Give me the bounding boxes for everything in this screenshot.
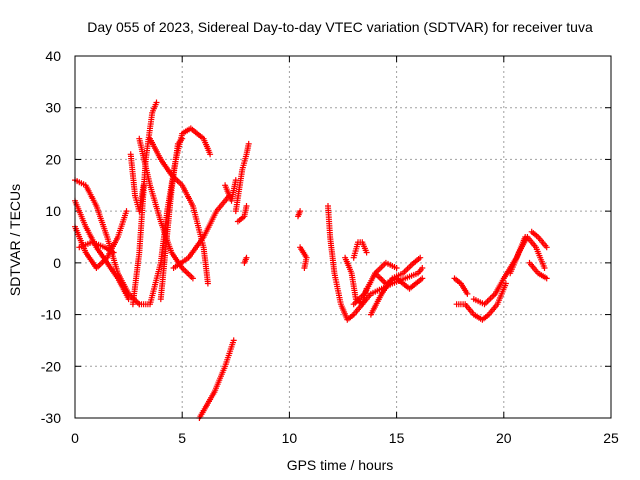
data-point-markers: [72, 197, 132, 303]
y-tick-label: 20: [45, 151, 61, 167]
data-point-markers: [528, 228, 550, 251]
data-point-markers: [222, 177, 239, 204]
data-point-markers: [453, 280, 509, 323]
series-arc-11: [170, 192, 233, 271]
plot-frame: [74, 55, 612, 419]
x-tick-label: 25: [603, 430, 619, 446]
y-tick-label: 30: [45, 100, 61, 116]
data-point-markers: [232, 140, 252, 215]
x-tick-label: 5: [178, 430, 186, 446]
series-arc-10: [157, 135, 186, 303]
series-arc-29: [526, 259, 550, 282]
data-point-markers: [372, 270, 426, 292]
series-arc-15: [241, 254, 250, 266]
series-arc-9: [147, 135, 211, 287]
series-arc-18: [297, 244, 310, 271]
series-arc-21: [350, 239, 370, 261]
y-tick-label: -10: [41, 307, 61, 323]
series-arc-26: [453, 280, 509, 323]
series-arc-14: [234, 203, 250, 225]
series-arc-17: [295, 208, 304, 220]
y-tick-label: 10: [45, 203, 61, 219]
series-arc-13: [232, 140, 252, 215]
grid: [75, 56, 611, 418]
y-tick-label: 0: [53, 255, 61, 271]
x-tick-label: 20: [496, 430, 512, 446]
data-point-markers: [170, 192, 233, 271]
series-arc-2: [72, 197, 132, 303]
data-point-markers: [350, 239, 370, 261]
y-tick-label: -30: [41, 410, 61, 426]
series-arc-24: [372, 270, 426, 292]
data-point-markers: [507, 234, 548, 277]
y-tick-labels: 40 30 20 10 0 -10 -20 -30: [41, 48, 61, 426]
series-arc-16: [196, 337, 237, 421]
data-point-markers: [241, 254, 250, 266]
x-tick-label: 0: [71, 430, 79, 446]
data-points: [72, 99, 550, 421]
data-point-markers: [526, 259, 550, 282]
data-point-markers: [234, 203, 250, 225]
data-point-markers: [196, 337, 237, 421]
chart-title: Day 055 of 2023, Sidereal Day-to-day VTE…: [87, 19, 593, 35]
series-arc-4: [76, 239, 117, 256]
series-arc-12: [222, 177, 239, 204]
series-arc-28: [507, 234, 548, 277]
y-tick-label: -20: [41, 358, 61, 374]
data-point-markers: [157, 135, 186, 303]
data-point-markers: [76, 239, 117, 256]
data-point-markers: [295, 208, 304, 220]
data-point-markers: [127, 151, 147, 215]
series-arc-6: [127, 151, 147, 215]
data-point-markers: [451, 275, 471, 297]
x-axis-label: GPS time / hours: [287, 457, 394, 473]
x-tick-labels: 0 5 10 15 20 25: [71, 430, 619, 446]
data-point-markers: [147, 135, 211, 287]
data-point-markers: [297, 244, 310, 271]
y-tick-label: 40: [45, 48, 61, 64]
y-axis-label: SDTVAR / TECUs: [7, 184, 23, 296]
series-arc-25: [451, 275, 471, 297]
x-tick-label: 15: [389, 430, 405, 446]
series-arc-30: [528, 228, 550, 251]
x-tick-label: 10: [282, 430, 298, 446]
